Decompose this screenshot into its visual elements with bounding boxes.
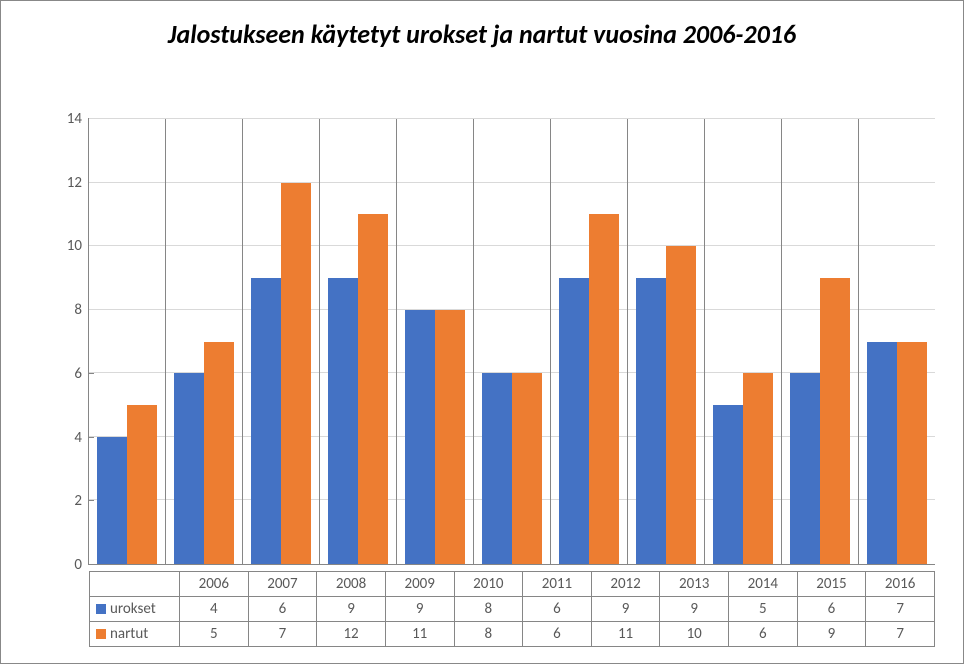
table-category-cell: 2010	[454, 572, 523, 597]
table-corner	[90, 572, 180, 597]
bar-urokset	[328, 278, 358, 564]
table-category-cell: 2009	[385, 572, 454, 597]
bar-nartut	[435, 310, 465, 564]
series-label-cell: urokset	[90, 597, 180, 622]
table-value-cell: 10	[660, 622, 729, 647]
table-header-row: 2006200720082009201020112012201320142015…	[90, 572, 935, 597]
table-value-cell: 6	[523, 622, 592, 647]
bar-nartut	[820, 278, 850, 564]
bar-nartut	[589, 214, 619, 564]
bar-urokset	[482, 373, 512, 564]
legend-swatch	[96, 629, 106, 639]
table-value-cell: 6	[797, 597, 866, 622]
bar-urokset	[174, 373, 204, 564]
table-value-cell: 9	[385, 597, 454, 622]
table-value-cell: 12	[317, 622, 386, 647]
bar-urokset	[636, 278, 666, 564]
table-category-cell: 2015	[797, 572, 866, 597]
y-tick-label: 8	[74, 301, 82, 319]
bar-group	[89, 119, 166, 564]
table-value-cell: 8	[454, 622, 523, 647]
y-axis: 02468101214	[49, 119, 89, 565]
table-value-cell: 7	[248, 622, 317, 647]
series-label: urokset	[110, 600, 156, 618]
plot-area	[89, 119, 935, 565]
bar-nartut	[743, 373, 773, 564]
bar-group	[859, 119, 935, 564]
bar-group	[628, 119, 705, 564]
table-value-cell: 7	[866, 597, 935, 622]
bar-group	[166, 119, 243, 564]
chart-container: Jalostukseen käytetyt urokset ja nartut …	[0, 0, 964, 664]
table-value-cell: 9	[660, 597, 729, 622]
series-label-cell: nartut	[90, 622, 180, 647]
bars-row	[89, 119, 935, 564]
y-tick-label: 14	[67, 110, 82, 128]
bar-urokset	[559, 278, 589, 564]
bar-nartut	[204, 342, 234, 565]
table-value-cell: 4	[180, 597, 249, 622]
table-value-cell: 11	[385, 622, 454, 647]
table-value-cell: 9	[317, 597, 386, 622]
table-value-cell: 6	[523, 597, 592, 622]
table-value-cell: 11	[591, 622, 660, 647]
bar-group	[782, 119, 859, 564]
bar-urokset	[867, 342, 897, 565]
table-category-cell: 2006	[180, 572, 249, 597]
y-tick-label: 4	[74, 429, 82, 447]
table-category-cell: 2014	[729, 572, 798, 597]
bar-group	[551, 119, 628, 564]
bar-nartut	[512, 373, 542, 564]
table-category-cell: 2007	[248, 572, 317, 597]
plot-area-wrap: 02468101214	[49, 119, 935, 565]
bar-nartut	[281, 183, 311, 564]
series-label: nartut	[110, 625, 148, 643]
bar-urokset	[405, 310, 435, 564]
bar-nartut	[358, 214, 388, 564]
table-value-cell: 5	[729, 597, 798, 622]
chart-title: Jalostukseen käytetyt urokset ja nartut …	[1, 1, 963, 60]
table-value-cell: 6	[729, 622, 798, 647]
table-category-cell: 2013	[660, 572, 729, 597]
table-value-cell: 8	[454, 597, 523, 622]
table-row: urokset46998699567	[90, 597, 935, 622]
y-tick-label: 2	[74, 492, 82, 510]
table-row: nartut571211861110697	[90, 622, 935, 647]
table-category-cell: 2016	[866, 572, 935, 597]
bar-nartut	[127, 405, 157, 564]
table-value-cell: 9	[591, 597, 660, 622]
bar-urokset	[251, 278, 281, 564]
bar-group	[705, 119, 782, 564]
bar-urokset	[713, 405, 743, 564]
y-tick-label: 12	[67, 174, 82, 192]
table-value-cell: 5	[180, 622, 249, 647]
table-value-cell: 7	[866, 622, 935, 647]
bar-group	[320, 119, 397, 564]
y-tick-label: 0	[74, 556, 82, 574]
table-category-cell: 2011	[523, 572, 592, 597]
legend-swatch	[96, 604, 106, 614]
bar-urokset	[97, 437, 127, 564]
bar-group	[474, 119, 551, 564]
bar-nartut	[897, 342, 927, 565]
bar-group	[243, 119, 320, 564]
bar-group	[397, 119, 474, 564]
bar-nartut	[666, 246, 696, 564]
table-category-cell: 2008	[317, 572, 386, 597]
table-category-cell: 2012	[591, 572, 660, 597]
bar-urokset	[790, 373, 820, 564]
y-tick-label: 6	[74, 365, 82, 383]
table-value-cell: 9	[797, 622, 866, 647]
y-tick-label: 10	[67, 237, 82, 255]
data-table: 2006200720082009201020112012201320142015…	[89, 571, 935, 647]
table-value-cell: 6	[248, 597, 317, 622]
